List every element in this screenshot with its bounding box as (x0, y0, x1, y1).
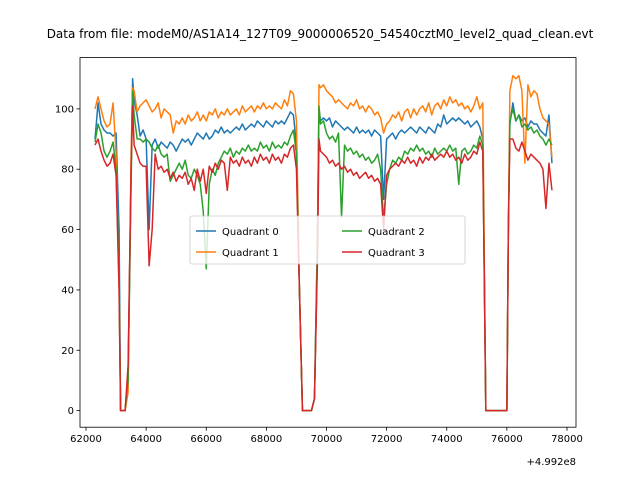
legend-label-quadrant-3: Quadrant 3 (368, 248, 425, 259)
x-axis: 62000 64000 66000 68000 70000 72000 74000 76000… (70, 427, 583, 445)
chart-title: Data from file: modeM0/AS1A14_127T09_900… (47, 27, 594, 41)
x-tick-label: 70000 (311, 434, 343, 445)
plot-area-frame (79, 57, 577, 428)
series-line-quadrant-3 (94, 105, 553, 412)
x-axis-offset-label: +4.992e8 (526, 457, 576, 468)
x-tick-label: 64000 (130, 434, 162, 445)
x-tick-label: 72000 (371, 434, 403, 445)
x-tick-label: 76000 (491, 434, 523, 445)
y-tick-label: 100 (55, 104, 74, 115)
x-tick-label: 74000 (431, 434, 463, 445)
y-tick-label: 60 (61, 225, 74, 236)
legend-label-quadrant-1: Quadrant 1 (222, 248, 279, 259)
legend-frame (189, 215, 466, 265)
x-tick-label: 68000 (250, 434, 282, 445)
y-tick-label: 0 (68, 406, 74, 417)
x-tick-label: 78000 (551, 434, 583, 445)
y-tick-label: 80 (61, 165, 74, 176)
x-tick-label: 62000 (70, 434, 102, 445)
legend-items: Quadrant 0 Quadrant 1 Quadrant 2 Quadrant 3 (196, 227, 425, 259)
y-tick-label: 40 (61, 285, 74, 296)
y-axis: 0 20 40 60 80 100 (55, 104, 80, 417)
legend-label-quadrant-2: Quadrant 2 (368, 227, 425, 238)
x-tick-label: 66000 (190, 434, 222, 445)
legend: Quadrant 0 Quadrant 1 Quadrant 2 Quadrant 3 (189, 215, 466, 265)
legend-label-quadrant-0: Quadrant 0 (222, 227, 279, 238)
y-tick-label: 20 (61, 346, 74, 357)
series-layer (94, 74, 553, 412)
